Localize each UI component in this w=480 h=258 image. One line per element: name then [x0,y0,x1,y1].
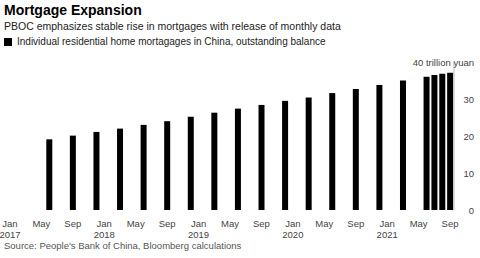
svg-text:Jan2020: Jan2020 [282,218,303,238]
svg-text:Jan2019: Jan2019 [188,218,209,238]
svg-text:40 trillion yuan: 40 trillion yuan [413,57,472,68]
svg-text:0: 0 [469,205,472,216]
svg-text:Sep: Sep [159,218,176,229]
svg-text:20: 20 [463,131,472,142]
html-text:Individual residential home mo: Individual residential home mortagages i… [17,36,326,47]
svg-text:Sep: Sep [64,218,81,229]
svg-text:May: May [127,218,145,229]
html-text:Source: People's Bank of China: Source: People's Bank of China, Bloomber… [4,240,242,251]
svg-text:May: May [410,218,428,229]
html-text:Mortgage Expansion: Mortgage Expansion [4,2,142,18]
svg-text:30: 30 [463,94,472,105]
svg-text:Jan2017: Jan2017 [8,218,21,238]
svg-text:Jan2018: Jan2018 [94,218,115,238]
svg-text:May: May [221,218,239,229]
svg-text:May: May [315,218,333,229]
svg-text:May: May [32,218,50,229]
svg-text:10: 10 [463,168,472,179]
svg-text:Sep: Sep [253,218,270,229]
svg-text:Sep: Sep [347,218,364,229]
svg-text:Jan2021: Jan2021 [377,218,398,238]
html-text:PBOC emphasizes stable rise in: PBOC emphasizes stable rise in mortgages… [4,20,341,32]
svg-text:Sep: Sep [442,218,459,229]
